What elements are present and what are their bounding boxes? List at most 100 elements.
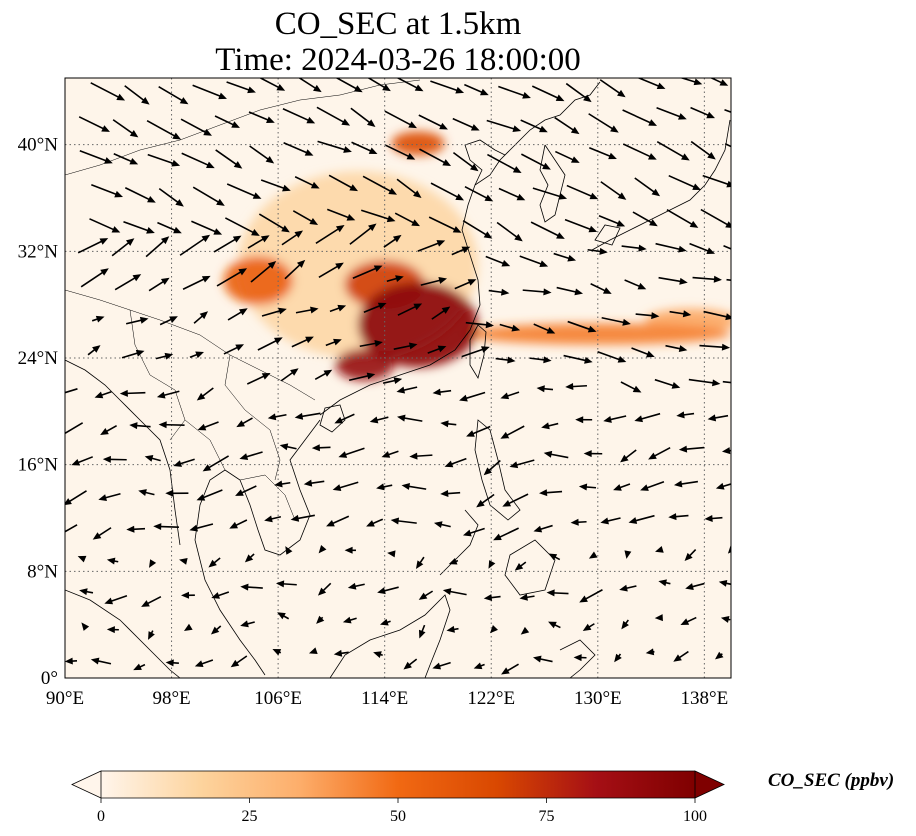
wind-arrow [500, 425, 525, 439]
wind-arrow [476, 493, 495, 508]
wind-arrow [264, 515, 282, 523]
wind-arrow [733, 346, 760, 353]
wind-arrow [89, 218, 121, 233]
wind-arrow [519, 255, 549, 268]
wind-arrow [158, 188, 184, 207]
wind-arrow [621, 244, 647, 252]
wind-arrow [724, 108, 731, 113]
wind-arrow [267, 413, 287, 421]
wind-arrow [249, 145, 275, 164]
wind-arrow [440, 489, 461, 497]
wind-arrow [727, 545, 731, 554]
wind-arrow [658, 276, 688, 285]
wind-arrow [155, 352, 174, 360]
wind-arrow [121, 349, 145, 359]
wind-arrow [636, 78, 666, 90]
wind-arrow [191, 220, 223, 235]
wind-arrow [230, 655, 248, 668]
lon-tick-labels: 90°E 98°E 106°E 114°E 122°E 130°E 138°E [46, 688, 728, 709]
wind-arrow [350, 107, 376, 127]
coastline-sulawesi [559, 639, 596, 678]
wind-arrow [493, 527, 519, 541]
wind-arrow [153, 523, 179, 531]
lon-tick-label: 130°E [574, 688, 622, 709]
wind-arrow [213, 235, 242, 253]
wind-arrow [452, 117, 480, 131]
plume-south-china-core [358, 282, 478, 368]
wind-arrow [575, 416, 593, 424]
wind-arrow [334, 413, 355, 424]
wind-arrow [737, 178, 761, 189]
wind-arrow [418, 624, 426, 639]
wind-arrow [147, 153, 181, 167]
wind-arrow [387, 550, 396, 558]
wind-arrow [129, 422, 151, 430]
wind-arrow [196, 387, 214, 401]
wind-arrow [655, 242, 687, 253]
wind-arrow [382, 377, 403, 385]
wind-arrow [311, 444, 331, 452]
wind-arrow [397, 414, 423, 422]
wind-arrow [396, 78, 424, 92]
wind-arrow [111, 238, 135, 257]
wind-arrow [599, 79, 626, 98]
wind-arrow [277, 612, 290, 620]
wind-arrow [432, 388, 452, 396]
coastline-indochina [194, 419, 321, 676]
wind-arrow [65, 388, 78, 394]
wind-arrow [250, 261, 277, 283]
wind-arrow [125, 316, 149, 325]
wind-arrow [555, 150, 580, 163]
wind-arrow [462, 527, 485, 537]
wind-arrow [315, 224, 345, 245]
wind-arrow [658, 579, 671, 587]
wind-arrow [394, 212, 421, 227]
wind-arrow [673, 650, 689, 662]
wind-arrow [430, 80, 465, 94]
wind-arrow [707, 414, 729, 422]
wind-arrow [582, 623, 595, 631]
wind-arrow [738, 314, 766, 324]
wind-arrow [123, 220, 155, 234]
wind-arrow [483, 594, 501, 602]
wind-arrow [622, 109, 658, 126]
wind-arrow [396, 178, 422, 198]
wind-arrow [295, 306, 319, 314]
wind-arrow [328, 174, 359, 192]
coastline-bohai [464, 139, 506, 186]
wind-arrow [509, 459, 535, 469]
wind-arrow [543, 450, 569, 459]
wind-vectors [65, 78, 766, 675]
wind-arrow [427, 345, 447, 354]
wind-arrow [619, 584, 637, 592]
wind-arrow [65, 490, 87, 506]
wind-arrow [180, 118, 212, 136]
wind-arrow [362, 175, 398, 195]
wind-arrow [183, 623, 193, 631]
wind-arrow [275, 580, 297, 588]
wind-arrow [656, 140, 690, 161]
wind-arrow [216, 268, 248, 287]
wind-arrow [181, 152, 215, 169]
border-thailand [184, 419, 241, 481]
wind-arrow [614, 653, 622, 663]
wind-arrow [314, 369, 333, 381]
wind-arrow [226, 81, 256, 94]
wind-arrow [292, 210, 319, 225]
wind-arrow [294, 412, 321, 420]
wind-arrow [79, 588, 94, 596]
coastlines [65, 81, 731, 678]
wind-arrow [692, 275, 722, 283]
wind-arrow [548, 553, 561, 561]
colorbar-tick-label: 25 [242, 808, 258, 825]
wind-arrow [202, 455, 230, 472]
wind-arrow [397, 303, 423, 316]
wind-arrow [700, 208, 731, 228]
wind-arrow [77, 238, 109, 254]
wind-arrow [138, 489, 155, 496]
wind-arrow [384, 110, 417, 129]
wind-arrow [533, 323, 556, 334]
wind-arrow [689, 242, 716, 255]
wind-arrow [496, 221, 523, 242]
